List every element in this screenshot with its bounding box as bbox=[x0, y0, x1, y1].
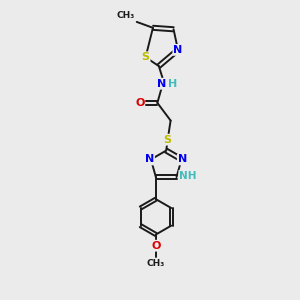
Text: N: N bbox=[157, 79, 167, 89]
Text: N: N bbox=[178, 154, 187, 164]
Text: O: O bbox=[135, 98, 144, 108]
Text: N: N bbox=[173, 45, 183, 55]
Text: N: N bbox=[145, 154, 154, 164]
Text: H: H bbox=[168, 79, 178, 89]
Text: CH₃: CH₃ bbox=[116, 11, 134, 20]
Text: S: S bbox=[164, 135, 172, 145]
Text: CH₃: CH₃ bbox=[147, 259, 165, 268]
Text: S: S bbox=[142, 52, 150, 62]
Text: O: O bbox=[151, 241, 160, 251]
Text: NH: NH bbox=[179, 171, 196, 181]
